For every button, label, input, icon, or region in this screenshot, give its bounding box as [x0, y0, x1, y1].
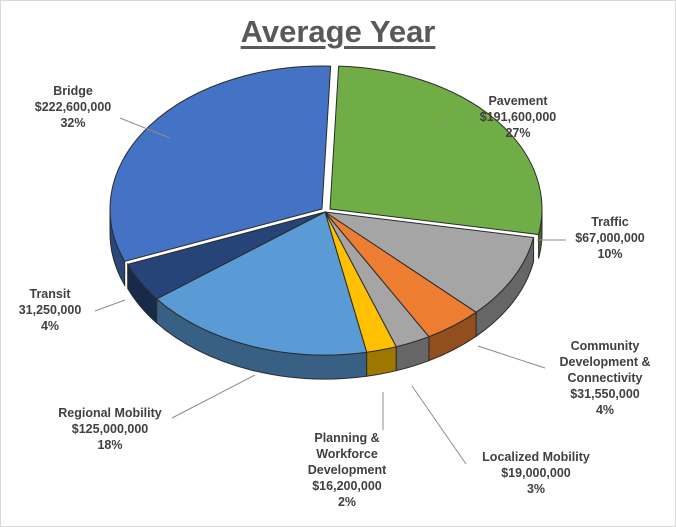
label-bridge: Bridge $222,600,000 32%	[18, 83, 128, 131]
label-value: $191,600,000	[479, 110, 557, 124]
chart-title: Average Year	[240, 14, 436, 49]
label-percent: 2%	[337, 495, 357, 509]
label-transit: Transit 31,250,000 4%	[5, 286, 95, 334]
label-name: Localized Mobility	[482, 450, 590, 464]
label-name-line: Planning &	[314, 431, 380, 445]
label-traffic: Traffic $67,000,000 10%	[555, 214, 665, 262]
label-name-line: Workforce	[316, 447, 378, 461]
slice-traffic	[324, 211, 535, 313]
label-value: $31,550,000	[570, 387, 640, 401]
label-value: 31,250,000	[18, 303, 82, 317]
slice-transit	[126, 211, 326, 300]
label-name: Bridge	[53, 84, 93, 98]
leader-line-regional	[171, 374, 256, 419]
label-percent: 10%	[597, 247, 623, 261]
label-value: $67,000,000	[575, 231, 645, 245]
label-value: $19,000,000	[501, 466, 571, 480]
label-community: Community Development & Connectivity $31…	[545, 338, 665, 418]
label-pavement: Pavement $191,600,000 27%	[453, 93, 583, 141]
label-name: Traffic	[591, 215, 629, 229]
label-percent: 4%	[40, 319, 60, 333]
label-value: $16,200,000	[312, 479, 382, 493]
leader-line-community	[477, 345, 546, 369]
label-name: Pavement	[488, 94, 548, 108]
label-percent: 32%	[60, 116, 86, 130]
leader-line-localized	[411, 385, 467, 465]
label-percent: 4%	[595, 403, 615, 417]
slice-regional	[155, 211, 368, 356]
label-name-line: Connectivity	[567, 371, 643, 385]
label-name: Regional Mobility	[58, 406, 162, 420]
label-name-line: Development	[307, 463, 387, 477]
label-percent: 3%	[526, 482, 546, 496]
label-name: Transit	[29, 287, 71, 301]
leader-line-bridge	[119, 117, 171, 139]
label-percent: 18%	[97, 438, 123, 452]
label-localized: Localized Mobility $19,000,000 3%	[466, 449, 606, 497]
label-planning: Planning & Workforce Development $16,200…	[292, 430, 402, 510]
label-regional: Regional Mobility $125,000,000 18%	[40, 405, 180, 453]
leader-line-transit	[94, 299, 126, 312]
label-name-line: Development &	[559, 355, 651, 369]
label-value: $125,000,000	[71, 422, 149, 436]
label-value: $222,600,000	[34, 100, 112, 114]
label-percent: 27%	[505, 126, 531, 140]
label-name-line: Community	[570, 339, 640, 353]
slice-bridge	[109, 65, 332, 262]
slice-pavement	[329, 65, 543, 236]
